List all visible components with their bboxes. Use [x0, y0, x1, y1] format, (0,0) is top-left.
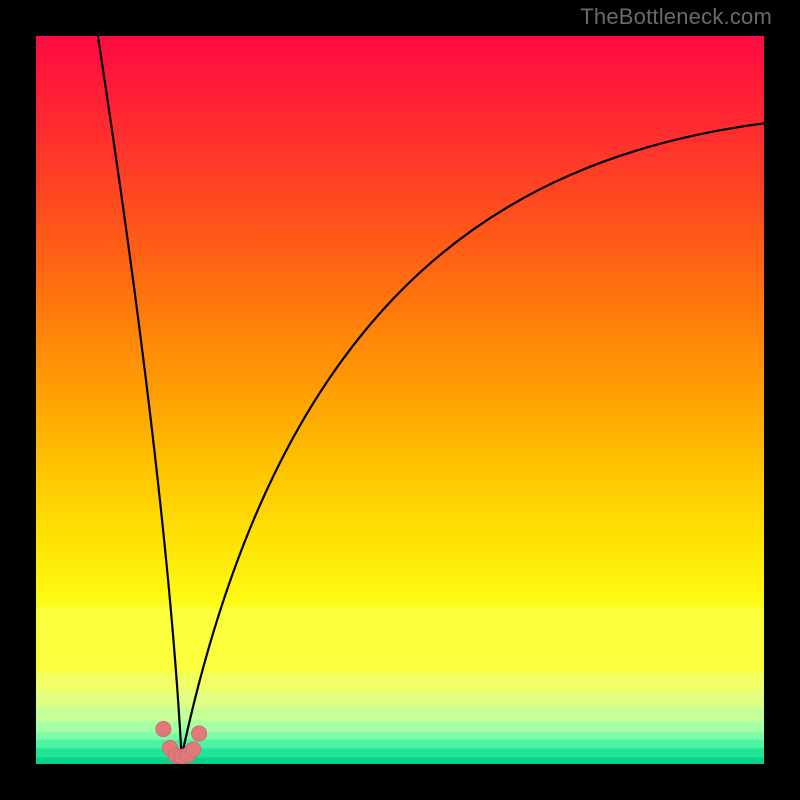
- watermark-text: TheBottleneck.com: [580, 4, 772, 30]
- chart-container: TheBottleneck.com: [0, 0, 800, 800]
- bottleneck-chart: [0, 0, 800, 800]
- marker-point: [186, 742, 201, 757]
- marker-point: [156, 722, 171, 737]
- marker-point: [192, 726, 207, 741]
